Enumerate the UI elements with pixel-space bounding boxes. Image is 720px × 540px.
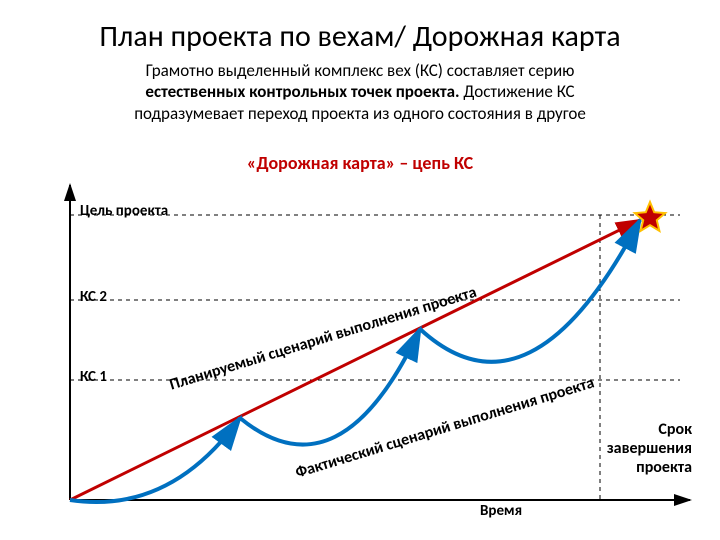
desc-line3: подразумевает переход проекта из одного … [134, 103, 586, 124]
slide-title: План проекта по вехам/ Дорожная карта [0, 18, 720, 55]
y-label-ks2: КС 2 [80, 288, 107, 306]
desc-line1: Грамотно выделенный комплекс вех (КС) со… [146, 60, 575, 81]
y-label-goal: Цель проекта [80, 202, 168, 220]
x-axis-label: Время [480, 502, 522, 520]
desc-line2-rest: Достижение КС [460, 81, 575, 102]
y-label-ks1: КС 1 [80, 368, 107, 386]
roadmap-chain-label: «Дорожная карта» – цепь КС [0, 152, 720, 174]
deadline-line3: проекта [636, 458, 692, 477]
deadline-line2: завершения [607, 439, 692, 458]
desc-line2-bold: естественных контрольных точек проекта. [145, 81, 459, 102]
deadline-label: Срок завершения проекта [590, 420, 692, 478]
slide-description: Грамотно выделенный комплекс вех (КС) со… [60, 60, 660, 124]
milestone-chart: Цель проекта КС 2 КС 1 Планируемый сцена… [40, 180, 700, 520]
deadline-line1: Срок [658, 420, 692, 439]
